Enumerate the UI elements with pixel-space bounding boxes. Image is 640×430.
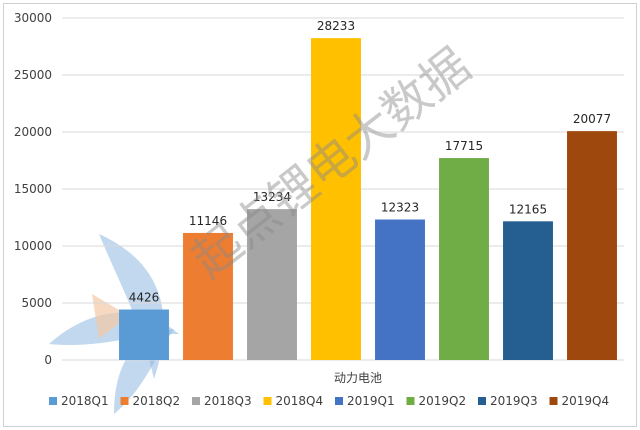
bar-2019Q2 — [439, 158, 489, 360]
legend-swatch-2019Q3 — [478, 397, 486, 405]
chart-frame: 0 5000 10000 15000 20000 25000 30000 4426 11146… — [3, 3, 637, 427]
legend-label-2018Q3: 2018Q3 — [204, 394, 252, 408]
y-axis: 0 5000 10000 15000 20000 25000 30000 — [14, 11, 52, 367]
legend: 2018Q1 2018Q2 2018Q3 2018Q4 2019Q1 2019Q2 2019… — [49, 394, 609, 408]
legend-label-2019Q3: 2019Q3 — [490, 394, 538, 408]
y-tick-label: 20000 — [14, 125, 52, 139]
bar-2019Q1 — [375, 219, 425, 360]
legend-swatch-2018Q2 — [120, 397, 129, 405]
category-label: 动力电池 — [334, 371, 382, 385]
y-tick-label: 15000 — [14, 182, 52, 196]
data-label-2019Q4: 20077 — [573, 112, 611, 126]
legend-swatch-2018Q1 — [49, 397, 57, 405]
y-tick-label: 5000 — [21, 296, 52, 310]
data-labels: 4426 11146 13234 28233 12323 17715 12165 20077 — [129, 19, 611, 304]
legend-swatch-2019Q1 — [335, 397, 343, 405]
legend-label-2019Q1: 2019Q1 — [347, 394, 395, 408]
data-label-2019Q2: 17715 — [445, 139, 483, 153]
legend-swatch-2018Q3 — [192, 397, 200, 405]
legend-label-2018Q2: 2018Q2 — [133, 394, 181, 408]
bar-2019Q3 — [503, 221, 553, 360]
y-tick-label: 25000 — [14, 68, 52, 82]
data-label-2018Q2: 11146 — [189, 214, 227, 228]
y-tick-label: 10000 — [14, 239, 52, 253]
bar-2018Q2 — [183, 232, 233, 360]
bar-2018Q3 — [247, 209, 297, 360]
legend-label-2018Q1: 2018Q1 — [61, 394, 109, 408]
legend-label-2019Q2: 2019Q2 — [419, 394, 467, 408]
legend-swatch-2019Q4 — [549, 397, 558, 405]
legend-label-2018Q4: 2018Q4 — [276, 394, 324, 408]
legend-label-2019Q4: 2019Q4 — [562, 394, 610, 408]
bar-chart: 0 5000 10000 15000 20000 25000 30000 4426 11146… — [14, 11, 624, 414]
bars — [119, 38, 617, 360]
bar-2018Q4 — [311, 38, 361, 360]
legend-swatch-2018Q4 — [263, 397, 272, 405]
y-tick-label: 30000 — [14, 11, 52, 25]
y-tick-label: 0 — [44, 353, 52, 367]
legend-swatch-2019Q2 — [406, 397, 415, 405]
data-label-2018Q4: 28233 — [317, 19, 355, 33]
data-label-2018Q3: 13234 — [253, 190, 291, 204]
data-label-2019Q3: 12165 — [509, 202, 547, 216]
data-label-2018Q1: 4426 — [129, 291, 160, 305]
bar-2019Q4 — [567, 131, 617, 360]
bar-2018Q1 — [119, 309, 169, 360]
data-label-2019Q1: 12323 — [381, 201, 419, 215]
